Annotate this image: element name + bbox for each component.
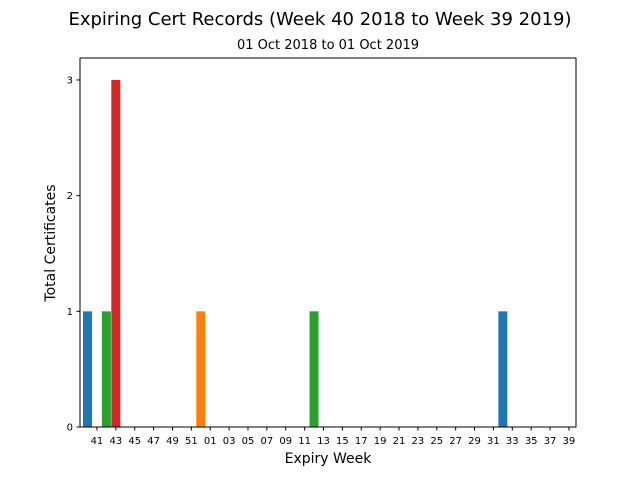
y-axis-label: Total Certificates [43, 184, 59, 302]
bars-layer [83, 79, 508, 427]
y-tick-label: 3 [67, 75, 73, 86]
x-tick-label: 39 [563, 436, 576, 447]
bar-week-32 [498, 311, 508, 427]
x-tick-label: 01 [204, 436, 217, 447]
x-tick-label: 37 [544, 436, 557, 447]
x-tick-label: 07 [260, 436, 273, 447]
x-tick-label: 19 [374, 436, 387, 447]
x-axis-label: Expiry Week [285, 451, 373, 467]
x-tick-label: 33 [506, 436, 519, 447]
y-tick-label: 1 [67, 307, 73, 318]
x-tick-label: 25 [430, 436, 443, 447]
chart-title: Expiring Cert Records (Week 40 2018 to W… [68, 9, 571, 30]
y-axis: 0 1 2 3 [67, 75, 80, 434]
x-tick-label: 43 [109, 436, 122, 447]
bar-week-52 [196, 311, 206, 427]
x-tick-label: 51 [185, 436, 198, 447]
x-tick-label: 15 [336, 436, 349, 447]
x-tick-label: 29 [468, 436, 481, 447]
bar-week-40 [83, 311, 92, 427]
x-tick-label: 13 [317, 436, 330, 447]
x-tick-label: 21 [393, 436, 406, 447]
x-tick-label: 47 [147, 436, 160, 447]
x-tick-label: 35 [525, 436, 538, 447]
x-tick-label: 17 [355, 436, 368, 447]
x-axis: 41 43 45 47 49 51 01 03 05 07 09 11 13 15 17 19 21 23 25 27… [91, 427, 576, 447]
x-tick-label: 23 [412, 436, 425, 447]
chart-subtitle: 01 Oct 2018 to 01 Oct 2019 [237, 38, 419, 53]
plot-frame [79, 57, 577, 428]
x-tick-label: 05 [242, 436, 255, 447]
x-tick-label: 03 [223, 436, 236, 447]
y-tick-label: 0 [67, 423, 73, 434]
bar-week-42 [101, 311, 111, 427]
x-tick-label: 41 [91, 436, 104, 447]
x-tick-label: 27 [449, 436, 462, 447]
x-tick-label: 45 [128, 436, 141, 447]
x-tick-label: 11 [298, 436, 311, 447]
y-tick-label: 2 [67, 191, 73, 202]
x-tick-label: 49 [166, 436, 179, 447]
bar-week-12 [309, 311, 319, 427]
bar-week-43 [111, 79, 121, 427]
x-tick-label: 31 [487, 436, 500, 447]
x-tick-label: 09 [279, 436, 292, 447]
